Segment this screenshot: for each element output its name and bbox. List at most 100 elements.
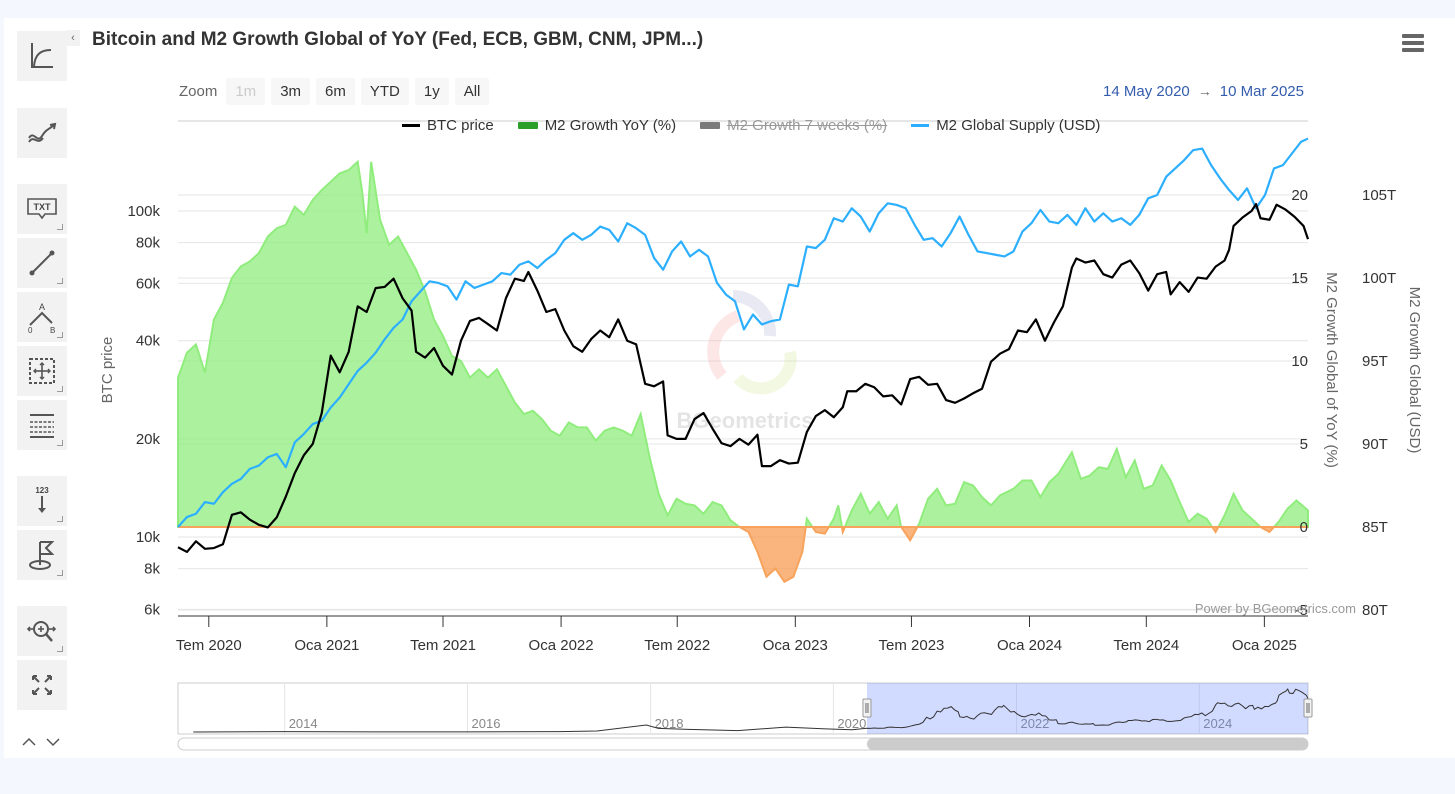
supply-axis-tick-label: 105T — [1362, 187, 1396, 204]
text-annotation-icon: TXT — [27, 198, 57, 220]
navigator-handle-right[interactable] — [1303, 698, 1313, 718]
range-from-input[interactable]: 14 May 2020 — [1103, 83, 1190, 100]
tool-zoom-change[interactable] — [17, 606, 67, 656]
navigator-selection[interactable] — [866, 683, 1308, 734]
zoom-button-1m[interactable]: 1m — [226, 78, 266, 105]
tool-text-annotation[interactable]: TXT — [17, 184, 67, 234]
legend-item-m2-7weeks[interactable]: M2 Growth 7 weeks (%) — [700, 117, 887, 134]
x-axis-tick-label: Oca 2021 — [294, 637, 359, 654]
navigator-series — [193, 688, 1309, 733]
x-axis-tick-label: Oca 2022 — [529, 637, 594, 654]
tool-fibonacci[interactable] — [17, 400, 67, 450]
btc-axis-tick-label: 60k — [136, 275, 161, 292]
btc-axis-title: BTC price — [99, 337, 116, 404]
x-axis-tick-label: Tem 2021 — [410, 637, 476, 654]
date-range: 14 May 2020 → 10 Mar 2025 — [1103, 83, 1304, 100]
btc-axis-tick-label: 40k — [136, 333, 161, 350]
toolbar-collapse-button[interactable]: ‹ — [66, 30, 80, 46]
zoom-button-6m[interactable]: 6m — [316, 78, 355, 105]
x-axis-tick-label: Tem 2022 — [644, 637, 710, 654]
yoy-axis-tick-label: 20 — [1291, 187, 1308, 204]
yoy-axis-tick-label: 0 — [1300, 519, 1308, 536]
navigator-tick-label: 2016 — [472, 716, 501, 731]
tool-indicators[interactable] — [17, 31, 67, 81]
svg-text:B: B — [50, 326, 55, 334]
m2-supply-line — [177, 137, 1309, 528]
btc-axis-tick-label: 20k — [136, 431, 161, 448]
measure-icon — [29, 358, 55, 384]
yoy-axis-tick-label: 5 — [1300, 436, 1308, 453]
flag-icon — [29, 541, 55, 570]
x-axis-tick-label: Oca 2025 — [1232, 637, 1297, 654]
tool-flag[interactable] — [17, 530, 67, 580]
tool-fullscreen[interactable] — [17, 660, 67, 710]
tool-vertical-counter[interactable]: 123 — [17, 476, 67, 526]
supply-axis-title: M2 Growth Global (USD) — [1406, 287, 1423, 454]
svg-text:BGeometrics: BGeometrics — [677, 408, 814, 433]
yoy-axis-tick-label: -5 — [1295, 602, 1308, 619]
toolbar-scroll-down[interactable] — [46, 735, 60, 750]
x-axis-tick-label: Oca 2023 — [763, 637, 828, 654]
btc-axis-tick-label: 8k — [144, 561, 160, 578]
navigator-tick-label: 2014 — [289, 716, 318, 731]
chevron-up-icon — [22, 737, 36, 746]
navigator-scrollbar-thumb[interactable] — [866, 738, 1308, 750]
navigator-tick-label: 2022 — [1020, 716, 1049, 731]
svg-text:123: 123 — [35, 486, 49, 495]
fullscreen-icon — [32, 675, 52, 695]
m2-yoy-area — [177, 159, 1309, 584]
elliott-wave-icon: A 0 B — [28, 302, 55, 334]
line-segment-icon — [29, 250, 55, 276]
chart-title: Bitcoin and M2 Growth Global of YoY (Fed… — [92, 29, 704, 50]
range-arrow: → — [1197, 83, 1212, 99]
btc-axis-tick-label: 100k — [127, 203, 160, 220]
yoy-axis-tick-label: 15 — [1291, 270, 1308, 287]
btc-price-line — [177, 202, 1310, 554]
navigator-tick-label: 2018 — [655, 716, 684, 731]
credit-link[interactable]: Power by BGeometrics.com — [1195, 601, 1356, 616]
navigator-handle-left[interactable] — [862, 698, 872, 718]
svg-text:0: 0 — [28, 326, 33, 334]
toolbar-scroll-up[interactable] — [22, 735, 36, 750]
navigator: 2014 2016 2018 2020 2022 2024 — [177, 682, 1313, 751]
yoy-axis-title: M2 Growth Global of YoY (%) — [1323, 272, 1340, 468]
range-selector: Zoom 1m 3m 6m YTD 1y All — [179, 78, 495, 105]
navigator-tick-label: 2024 — [1203, 716, 1232, 731]
navigator-tick-label: 2020 — [837, 716, 866, 731]
supply-axis-tick-label: 85T — [1362, 519, 1388, 536]
zoom-button-all[interactable]: All — [454, 78, 490, 105]
tool-trend-lines[interactable] — [17, 108, 67, 158]
m2-supply-series — [177, 137, 1309, 528]
fibonacci-retracement-icon — [30, 414, 54, 438]
btc-axis-tick-label: 6k — [144, 601, 160, 618]
supply-axis-tick-label: 100T — [1362, 270, 1396, 287]
tool-line-segment[interactable] — [17, 238, 67, 288]
tool-elliott-wave[interactable]: A 0 B — [17, 292, 67, 342]
zoom-button-ytd[interactable]: YTD — [360, 78, 409, 105]
legend-item-m2-supply[interactable]: M2 Global Supply (USD) — [911, 117, 1100, 134]
tool-measure[interactable] — [17, 346, 67, 396]
x-axis-tick-label: Tem 2023 — [879, 637, 945, 654]
supply-axis-tick-label: 80T — [1362, 602, 1388, 619]
legend-item-m2-yoy[interactable]: M2 Growth YoY (%) — [517, 117, 676, 134]
x-axis-tick-label: Oca 2024 — [997, 637, 1062, 654]
trend-lines-icon — [28, 122, 57, 143]
supply-axis-tick-label: 90T — [1362, 436, 1388, 453]
supply-axis-tick-label: 95T — [1362, 353, 1388, 370]
svg-text:A: A — [39, 302, 45, 312]
legend-item-btc[interactable]: BTC price — [402, 117, 494, 134]
chart-menu-button[interactable] — [1402, 34, 1424, 52]
btc-axis-tick-label: 10k — [136, 529, 161, 546]
zoom-button-3m[interactable]: 3m — [271, 78, 311, 105]
indicators-icon — [31, 43, 53, 68]
btc-axis-tick-label: 80k — [136, 235, 161, 252]
zoom-label: Zoom — [179, 83, 218, 100]
hamburger-icon — [1402, 34, 1424, 38]
zoom-button-1y[interactable]: 1y — [414, 78, 449, 105]
range-to-input[interactable]: 10 Mar 2025 — [1219, 83, 1304, 100]
m2-yoy-negative-area — [178, 526, 1308, 584]
x-axis-tick-label: Tem 2024 — [1113, 637, 1179, 654]
watermark: BGeometrics — [677, 290, 814, 433]
yoy-axis-tick-label: 10 — [1291, 353, 1308, 370]
